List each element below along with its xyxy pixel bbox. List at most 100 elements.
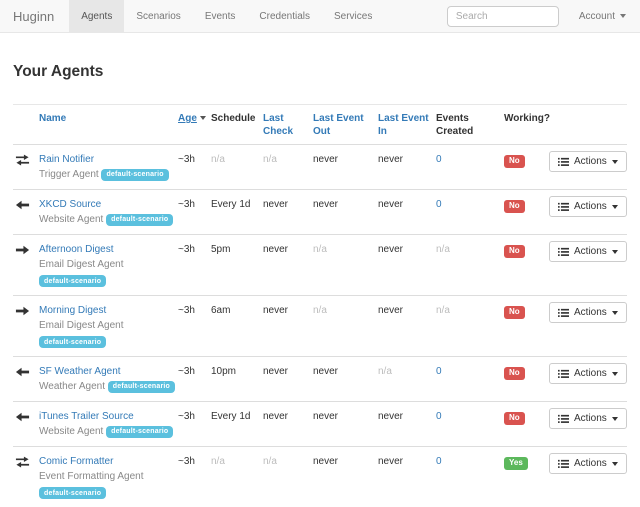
actions-button-label: Actions <box>574 413 607 424</box>
actions-button[interactable]: Actions <box>549 408 627 429</box>
last-check-cell: never <box>263 190 313 235</box>
last-event-out-cell: n/a <box>313 296 378 357</box>
main-nav: Agents Scenarios Events Credentials Serv… <box>69 0 384 32</box>
scenario-badge[interactable]: default-scenario <box>106 426 173 438</box>
agent-sub-row: Trigger Agent default-scenario <box>39 168 174 181</box>
actions-button[interactable]: Actions <box>549 302 627 323</box>
working-badge: No <box>504 155 525 168</box>
last-check-cell: never <box>263 296 313 357</box>
last-check-cell: never <box>263 235 313 296</box>
agent-row: Afternoon Digest Email Digest Agent defa… <box>13 235 627 296</box>
agent-name-link[interactable]: Comic Formatter <box>39 456 113 467</box>
nav-item-events[interactable]: Events <box>193 0 248 32</box>
agent-type-label: Event Formatting Agent <box>39 471 144 482</box>
schedule-cell: n/a <box>211 447 263 507</box>
search-input[interactable] <box>447 6 559 27</box>
agent-row: Morning Digest Email Digest Agent defaul… <box>13 296 627 357</box>
nav-item-services[interactable]: Services <box>322 0 384 32</box>
working-badge: No <box>504 412 525 425</box>
arrow-right-icon <box>15 244 30 256</box>
actions-button[interactable]: Actions <box>549 196 627 217</box>
sort-by-name[interactable]: Name <box>39 113 66 124</box>
brand-link[interactable]: Huginn <box>0 0 69 32</box>
scenario-badge[interactable]: default-scenario <box>39 275 106 287</box>
last-event-out-cell: never <box>313 402 378 447</box>
account-label: Account <box>579 11 615 22</box>
sort-by-age[interactable]: Age <box>178 113 197 124</box>
schedule-cell: Every 1d <box>211 402 263 447</box>
agent-name-link[interactable]: iTunes Trailer Source <box>39 411 134 422</box>
chevron-down-icon <box>612 372 618 376</box>
arrow-left-icon <box>15 199 30 211</box>
agent-name-link[interactable]: Afternoon Digest <box>39 244 114 255</box>
chevron-down-icon <box>612 417 618 421</box>
list-icon <box>558 369 569 379</box>
agent-sub-row: Email Digest Agent default-scenario <box>39 319 174 348</box>
agent-type-label: Website Agent <box>39 426 103 437</box>
events-created-header: Events Created <box>436 105 504 145</box>
schedule-cell: Every 1d <box>211 190 263 235</box>
last-event-out-cell: never <box>313 447 378 507</box>
schedule-cell: 10pm <box>211 357 263 402</box>
sort-by-last-event-in[interactable]: Last Event In <box>378 113 429 137</box>
account-dropdown[interactable]: Account <box>579 11 626 22</box>
nav-item-credentials[interactable]: Credentials <box>247 0 322 32</box>
working-badge: No <box>504 306 525 319</box>
age-cell: ~3h <box>178 357 211 402</box>
actions-button[interactable]: Actions <box>549 363 627 384</box>
agent-name-link[interactable]: XKCD Source <box>39 199 101 210</box>
sort-by-last-check[interactable]: Last Check <box>263 113 293 137</box>
actions-button-label: Actions <box>574 156 607 167</box>
main-content: Your Agents Name Age Schedule Last Check… <box>0 63 640 507</box>
last-event-out-cell: n/a <box>313 235 378 296</box>
exchange-icon <box>15 456 30 468</box>
events-created-cell[interactable]: 0 <box>436 402 504 447</box>
events-created-cell[interactable]: 0 <box>436 190 504 235</box>
last-check-cell: n/a <box>263 145 313 190</box>
actions-button[interactable]: Actions <box>549 241 627 262</box>
chevron-down-icon <box>612 462 618 466</box>
agent-name-link[interactable]: Morning Digest <box>39 305 106 316</box>
nav-item-agents[interactable]: Agents <box>69 0 124 32</box>
sort-by-last-event-out[interactable]: Last Event Out <box>313 113 364 137</box>
agent-sub-row: Email Digest Agent default-scenario <box>39 258 174 287</box>
page-title: Your Agents <box>13 63 627 81</box>
schedule-cell: 6am <box>211 296 263 357</box>
agent-name-link[interactable]: SF Weather Agent <box>39 366 121 377</box>
age-cell: ~3h <box>178 145 211 190</box>
navbar: Huginn Agents Scenarios Events Credentia… <box>0 0 640 33</box>
actions-column-header <box>549 105 627 145</box>
age-cell: ~3h <box>178 190 211 235</box>
events-created-cell[interactable]: 0 <box>436 145 504 190</box>
age-cell: ~3h <box>178 296 211 357</box>
last-event-in-cell: never <box>378 235 436 296</box>
working-badge: No <box>504 367 525 380</box>
events-created-cell[interactable]: 0 <box>436 357 504 402</box>
last-check-cell: never <box>263 402 313 447</box>
agent-sub-row: Weather Agent default-scenario <box>39 380 174 393</box>
scenario-badge[interactable]: default-scenario <box>101 169 168 181</box>
scenario-badge[interactable]: default-scenario <box>39 336 106 348</box>
last-check-cell: never <box>263 357 313 402</box>
actions-button[interactable]: Actions <box>549 453 627 474</box>
agents-table-body: Rain Notifier Trigger Agent default-scen… <box>13 145 627 507</box>
agent-type-label: Trigger Agent <box>39 169 99 180</box>
agent-row: Rain Notifier Trigger Agent default-scen… <box>13 145 627 190</box>
actions-button[interactable]: Actions <box>549 151 627 172</box>
agent-sub-row: Website Agent default-scenario <box>39 425 174 438</box>
last-event-out-cell: never <box>313 190 378 235</box>
agent-name-link[interactable]: Rain Notifier <box>39 154 94 165</box>
nav-item-scenarios[interactable]: Scenarios <box>124 0 192 32</box>
scenario-badge[interactable]: default-scenario <box>39 487 106 499</box>
schedule-cell: n/a <box>211 145 263 190</box>
chevron-down-icon <box>620 14 626 18</box>
chevron-down-icon <box>612 311 618 315</box>
events-created-cell[interactable]: 0 <box>436 447 504 507</box>
agents-table: Name Age Schedule Last Check Last Event … <box>13 104 627 507</box>
list-icon <box>558 308 569 318</box>
navbar-right: Account <box>447 0 640 32</box>
scenario-badge[interactable]: default-scenario <box>108 381 175 393</box>
scenario-badge[interactable]: default-scenario <box>106 214 173 226</box>
agent-type-label: Weather Agent <box>39 381 105 392</box>
agent-row: SF Weather Agent Weather Agent default-s… <box>13 357 627 402</box>
